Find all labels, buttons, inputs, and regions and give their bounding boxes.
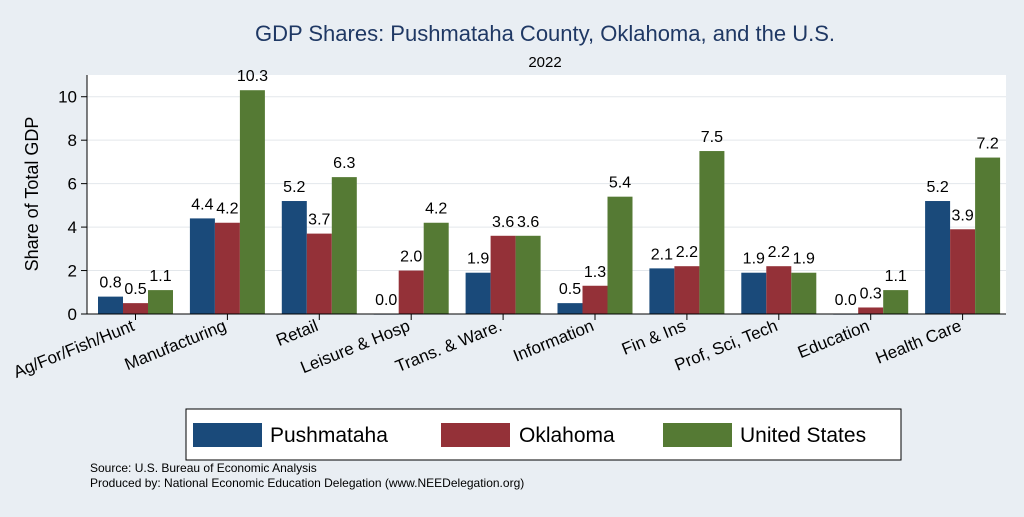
bar-united-states-prof-sci-tech (791, 272, 817, 314)
data-label-united-states-health-care: 7.2 (976, 136, 998, 153)
produced-by-note: Produced by: National Economic Education… (90, 476, 524, 490)
bar-united-states-ag-for-fish-hunt (148, 290, 173, 314)
data-label-united-states-retail: 6.3 (333, 155, 355, 172)
bar-oklahoma-manufacturing (214, 222, 240, 314)
bar-oklahoma-trans-ware (490, 235, 516, 314)
legend-box (185, 408, 902, 461)
data-label-oklahoma-trans-ware: 3.6 (492, 214, 514, 231)
legend-swatch-united-states (663, 423, 732, 447)
y-axis-ticks: 0 2 4 6 8 10 (58, 88, 87, 324)
x-tick-label-trans-ware: Trans. & Ware. (393, 316, 505, 376)
data-label-oklahoma-manufacturing: 4.2 (216, 201, 238, 218)
data-labels: 0.8 0.51.14.4 4.210.35.23.76.30.02.04.21.9… (99, 68, 998, 309)
x-tick-label-manufacturing: Manufacturing (122, 316, 229, 374)
y-tick-label: 10 (58, 88, 77, 107)
y-tick-label: 4 (68, 218, 77, 237)
bar-united-states-health-care (975, 157, 1001, 314)
bar-pushmataha-information (557, 303, 583, 314)
bar-oklahoma-fin-ins (674, 266, 700, 314)
data-label-united-states-trans-ware: 3.6 (517, 214, 539, 231)
data-label-oklahoma-ag-for-fish-hunt: 0.5 (124, 281, 146, 298)
bar-oklahoma-ag-for-fish-hunt (123, 303, 148, 314)
data-label-united-states-prof-sci-tech: 1.9 (793, 251, 815, 268)
y-tick-label: 6 (68, 175, 77, 194)
bar-pushmataha-retail (281, 201, 307, 314)
bar-oklahoma-leisure-hosp (398, 270, 424, 314)
data-label-pushmataha-prof-sci-tech: 1.9 (743, 251, 765, 268)
data-label-oklahoma-education: 0.3 (860, 285, 882, 302)
bar-pushmataha-manufacturing (189, 218, 215, 314)
data-label-united-states-manufacturing: 10.3 (237, 68, 268, 85)
legend-label-united-states: United States (740, 424, 866, 447)
bar-pushmataha-prof-sci-tech (741, 272, 767, 314)
legend-label-oklahoma: Oklahoma (519, 424, 615, 447)
data-label-oklahoma-retail: 3.7 (308, 212, 330, 229)
bar-united-states-information (607, 196, 633, 314)
legend-swatch-pushmataha (193, 423, 262, 447)
data-label-pushmataha-ag-for-fish-hunt: 0.8 (99, 275, 121, 292)
bar-oklahoma-health-care (950, 229, 976, 314)
bar-united-states-leisure-hosp (423, 222, 449, 314)
bar-oklahoma-information (582, 285, 608, 314)
bars (98, 90, 1001, 315)
data-label-oklahoma-fin-ins: 2.2 (676, 244, 698, 261)
data-label-pushmataha-fin-ins: 2.1 (651, 246, 673, 263)
data-label-pushmataha-leisure-hosp: 0.0 (375, 292, 397, 309)
legend-label-pushmataha: Pushmataha (270, 424, 388, 447)
x-tick-label-fin-ins: Fin & Ins (619, 316, 688, 359)
bar-oklahoma-education (858, 307, 884, 314)
y-tick-label: 8 (68, 131, 77, 150)
y-axis-label: Share of Total GDP (22, 117, 42, 272)
y-tick-label: 0 (68, 305, 77, 324)
data-label-pushmataha-health-care: 5.2 (926, 179, 948, 196)
legend: Pushmataha Oklahoma United States (185, 408, 902, 461)
bar-pushmataha-fin-ins (649, 268, 675, 314)
source-note: Source: U.S. Bureau of Economic Analysis (90, 461, 317, 475)
bar-united-states-fin-ins (699, 151, 725, 314)
chart-subtitle: 2022 (528, 54, 561, 71)
data-label-pushmataha-education: 0.0 (835, 292, 857, 309)
bar-united-states-manufacturing (239, 90, 265, 314)
data-label-oklahoma-leisure-hosp: 2.0 (400, 249, 422, 266)
x-tick-label-retail: Retail (273, 316, 320, 350)
data-label-united-states-ag-for-fish-hunt: 1.1 (149, 268, 171, 285)
bar-united-states-trans-ware (515, 235, 541, 314)
bar-pushmataha-trans-ware (465, 272, 491, 314)
x-tick-label-prof-sci-tech: Prof, Sci, Tech (672, 316, 780, 375)
data-label-united-states-leisure-hosp: 4.2 (425, 201, 447, 218)
chart-title: GDP Shares: Pushmataha County, Oklahoma,… (255, 21, 835, 46)
bar-pushmataha-ag-for-fish-hunt (98, 296, 123, 314)
x-tick-label-health-care: Health Care (873, 316, 964, 368)
data-label-oklahoma-health-care: 3.9 (951, 207, 973, 224)
bar-oklahoma-retail (306, 233, 332, 314)
data-label-pushmataha-information: 0.5 (559, 281, 581, 298)
data-label-pushmataha-manufacturing: 4.4 (191, 196, 213, 213)
legend-swatch-oklahoma (441, 423, 510, 447)
bar-united-states-education (883, 290, 909, 314)
bar-united-states-retail (331, 177, 357, 314)
data-label-oklahoma-prof-sci-tech: 2.2 (768, 244, 790, 261)
x-tick-label-ag-for-fish-hunt: Ag/For/Fish/Hunt (11, 316, 138, 382)
data-label-united-states-information: 5.4 (609, 175, 631, 192)
bar-pushmataha-health-care (925, 201, 951, 314)
data-label-oklahoma-information: 1.3 (584, 264, 606, 281)
x-tick-label-information: Information (511, 316, 597, 365)
data-label-pushmataha-retail: 5.2 (283, 179, 305, 196)
data-label-pushmataha-trans-ware: 1.9 (467, 251, 489, 268)
bar-oklahoma-prof-sci-tech (766, 266, 792, 314)
data-label-united-states-fin-ins: 7.5 (701, 129, 723, 146)
x-tick-label-education: Education (795, 316, 872, 362)
data-label-united-states-education: 1.1 (885, 268, 907, 285)
y-tick-label: 2 (68, 262, 77, 281)
